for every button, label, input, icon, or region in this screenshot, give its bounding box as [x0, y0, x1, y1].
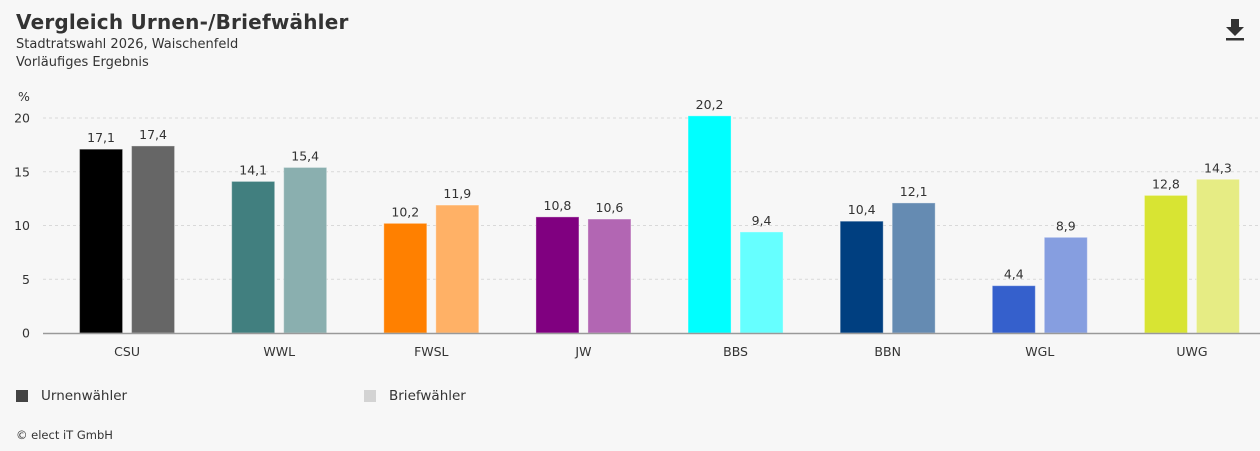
data-label: 17,1	[87, 130, 115, 145]
y-axis-unit-label: %	[18, 89, 30, 104]
x-tick-label: FWSL	[414, 344, 448, 359]
data-label: 9,4	[752, 213, 772, 228]
data-label: 4,4	[1004, 267, 1024, 282]
bar-bbs-urnen	[687, 115, 732, 334]
data-label: 8,9	[1056, 218, 1076, 233]
bar-chart: % 0 5 10 15 20 17,1 17,4 CSU 14,1 15,4 WWL 10,2 11,9 F…	[14, 89, 1260, 359]
bar-wwl-urnen	[231, 180, 276, 334]
data-label: 17,4	[139, 127, 167, 142]
data-label: 10,6	[596, 200, 624, 215]
bar-jw-urnen	[535, 216, 580, 334]
bar-csu-urnen	[79, 148, 124, 334]
data-label: 10,2	[391, 204, 419, 219]
bar-wgl-urnen	[991, 285, 1036, 334]
x-tick-label: WGL	[1025, 344, 1054, 359]
bar-uwg-urnen	[1143, 194, 1188, 334]
y-tick-label: 5	[22, 272, 30, 287]
data-label: 14,3	[1204, 160, 1232, 175]
bar-wwl-brief	[283, 166, 328, 334]
bar-csu-brief	[131, 145, 176, 334]
legend-item-urnenwaehler[interactable]: Urnenwähler	[16, 388, 127, 404]
x-tick-label: CSU	[114, 344, 140, 359]
bar-jw-brief	[587, 218, 632, 334]
data-label: 14,1	[239, 162, 267, 177]
x-tick-label: UWG	[1176, 344, 1207, 359]
legend-label-briefwaehler: Briefwähler	[389, 388, 466, 404]
y-tick-label: 0	[22, 326, 30, 341]
data-label: 12,8	[1152, 176, 1180, 191]
copyright: © elect iT GmbH	[16, 428, 113, 442]
bar-fwsl-brief	[435, 204, 480, 334]
data-label: 10,4	[848, 202, 876, 217]
bar-uwg-brief	[1195, 178, 1240, 334]
data-label: 10,8	[544, 198, 572, 213]
x-tick-label: BBN	[874, 344, 901, 359]
x-tick-label: JW	[574, 344, 591, 359]
data-label: 12,1	[900, 184, 928, 199]
download-icon	[1226, 19, 1244, 41]
bar-bbs-brief	[739, 231, 784, 334]
bar-wgl-brief	[1043, 236, 1088, 334]
legend-label-urnenwaehler: Urnenwähler	[41, 388, 128, 404]
bar-fwsl-urnen	[383, 222, 428, 334]
data-label: 15,4	[291, 148, 319, 163]
download-button[interactable]	[1222, 16, 1248, 42]
legend-item-briefwaehler[interactable]: Briefwähler	[364, 388, 466, 404]
legend-swatch-urnenwaehler	[16, 390, 28, 402]
y-tick-label: 10	[14, 218, 30, 233]
y-tick-label: 20	[14, 111, 30, 126]
y-tick-label: 15	[14, 164, 30, 179]
data-label: 11,9	[443, 186, 471, 201]
data-label: 20,2	[696, 97, 724, 112]
x-tick-label: WWL	[263, 344, 295, 359]
bar-bbn-urnen	[839, 220, 884, 334]
chart-title: Vergleich Urnen-/Briefwähler	[16, 10, 349, 34]
x-tick-label: BBS	[723, 344, 748, 359]
result-status: Vorläufiges Ergebnis	[16, 55, 149, 70]
bar-bbn-brief	[891, 202, 936, 334]
legend-swatch-briefwaehler	[364, 390, 376, 402]
chart-subtitle: Stadtratswahl 2026, Waischenfeld	[16, 37, 239, 52]
